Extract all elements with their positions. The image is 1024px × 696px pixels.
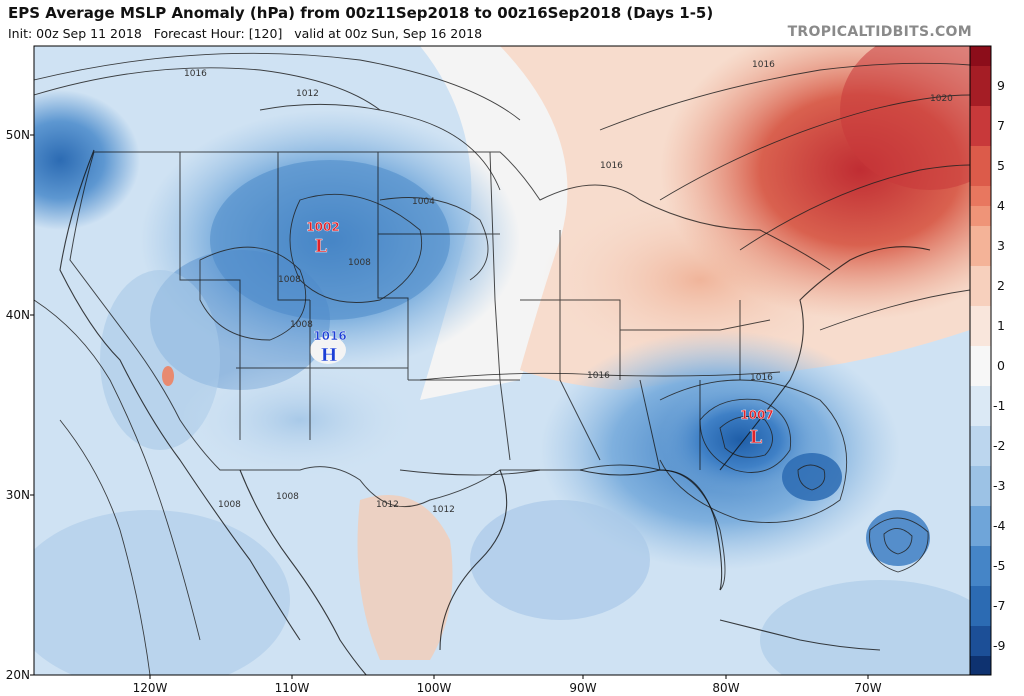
init-time: Init: 00z Sep 11 2018: [8, 26, 142, 41]
colorbar-tick: 0: [997, 358, 1005, 373]
colorbar-tick: -5: [993, 558, 1005, 573]
isobar-label: 1012: [376, 500, 399, 510]
isobar-label: 1008: [276, 492, 299, 502]
isobar-label: 1020: [930, 94, 953, 104]
forecast-hour: Forecast Hour: [120]: [153, 26, 283, 41]
colorbar-tick: -4: [993, 518, 1006, 533]
colorbar: [969, 45, 992, 676]
colorbar-tick: 5: [997, 158, 1005, 173]
anomaly-field: [34, 46, 970, 675]
map-subtitle: Init: 00z Sep 11 2018 Forecast Hour: [12…: [8, 26, 482, 41]
lat-label-20n: 20N: [6, 668, 30, 682]
isobar-label: 1016: [600, 161, 623, 171]
lon-label-100w: 100W: [417, 681, 452, 695]
lon-label-90w: 90W: [569, 681, 596, 695]
low-center-marker: L: [750, 427, 763, 448]
colorbar-tick: 4: [997, 198, 1005, 213]
low-center-value: 1007: [740, 408, 773, 422]
lon-label-70w: 70W: [854, 681, 881, 695]
colorbar-tick: -2: [993, 438, 1005, 453]
colorbar-labels: 9 7 5 4 3 2 1 0 -1 -2 -3 -4 -5 -7 -9: [993, 78, 1006, 653]
isobar-label: 1012: [296, 89, 319, 99]
isobar-label: 1012: [432, 505, 455, 515]
colorbar-tick: -7: [993, 598, 1005, 613]
map-title: EPS Average MSLP Anomaly (hPa) from 00z1…: [8, 4, 714, 22]
isobar-label: 1004: [412, 197, 435, 207]
colorbar-tick: 3: [997, 238, 1005, 253]
colorbar-tick: -9: [993, 638, 1006, 653]
lat-label-40n: 40N: [6, 308, 30, 322]
lon-label-120w: 120W: [133, 681, 168, 695]
low-center-marker: L: [315, 236, 328, 257]
brand-watermark: TROPICALTIDBITS.COM: [787, 24, 972, 40]
lat-label-50n: 50N: [6, 128, 30, 142]
colorbar-tick: -1: [993, 398, 1005, 413]
colorbar-tick: -3: [993, 478, 1005, 493]
lon-label-110w: 110W: [275, 681, 310, 695]
colorbar-tick: 1: [997, 318, 1005, 333]
isobar-label: 1016: [587, 371, 610, 381]
high-center-value: 1016: [313, 329, 346, 343]
high-center-marker: H: [320, 345, 337, 366]
isobar-label: 1008: [348, 258, 371, 268]
valid-time: valid at 00z Sun, Sep 16 2018: [294, 26, 483, 41]
isobar-label: 1008: [218, 500, 241, 510]
colorbar-tick: 7: [997, 118, 1005, 133]
isobar-label: 1008: [290, 320, 313, 330]
isobar-label: 1016: [184, 69, 207, 79]
lat-label-30n: 30N: [6, 488, 30, 502]
isobar-label: 1008: [278, 275, 301, 285]
low-center-value: 1002: [306, 220, 339, 234]
lon-label-80w: 80W: [712, 681, 739, 695]
colorbar-tick: 9: [997, 78, 1005, 93]
isobar-label: 1016: [752, 60, 775, 70]
isobar-label: 1016: [750, 373, 773, 383]
colorbar-tick: 2: [997, 278, 1005, 293]
